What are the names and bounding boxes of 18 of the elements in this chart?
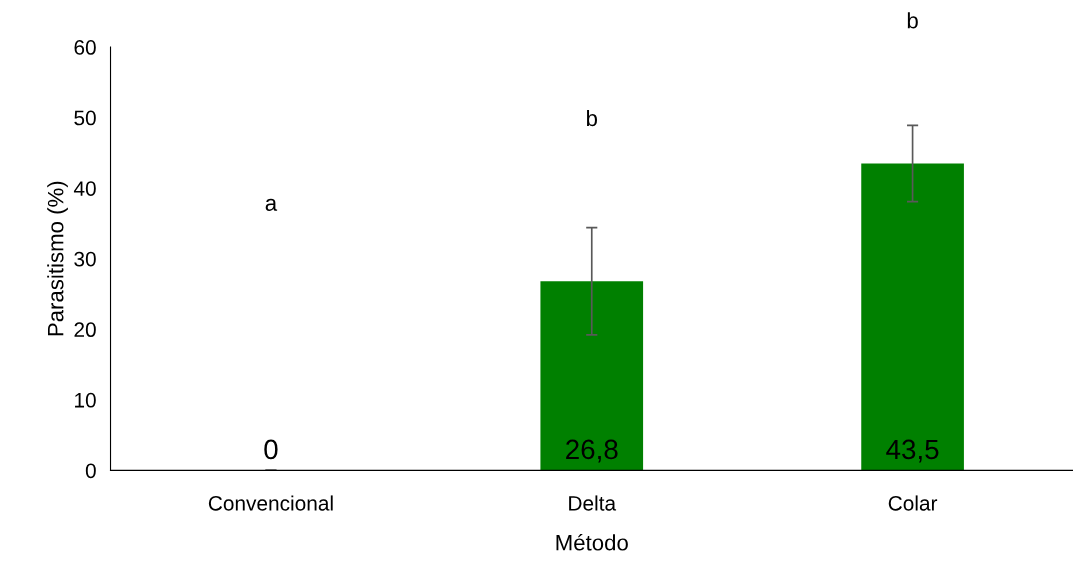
data-label: 43,5 (886, 439, 939, 463)
y-tick-label: 30 (74, 251, 96, 267)
y-axis-title: Parasitismo (%) (47, 181, 68, 336)
y-tick-label: 40 (73, 181, 96, 196)
y-tick-label: 20 (74, 322, 96, 338)
x-tick-label: Convencional (208, 495, 333, 511)
y-tick-label: 10 (75, 392, 96, 408)
x-tick-label: Delta (569, 495, 617, 511)
x-tick-label: Colar (888, 495, 938, 511)
y-tick-label: 0 (85, 463, 96, 479)
y-tick-label: 50 (74, 110, 96, 126)
text: b (907, 12, 918, 29)
annotation: b (587, 109, 598, 127)
x-axis-title: Método (556, 534, 628, 551)
data-label: 0 (264, 439, 278, 460)
y-tick-label: 60 (74, 40, 96, 55)
annotation: a (265, 198, 278, 211)
data-label: 26,8 (566, 439, 618, 463)
